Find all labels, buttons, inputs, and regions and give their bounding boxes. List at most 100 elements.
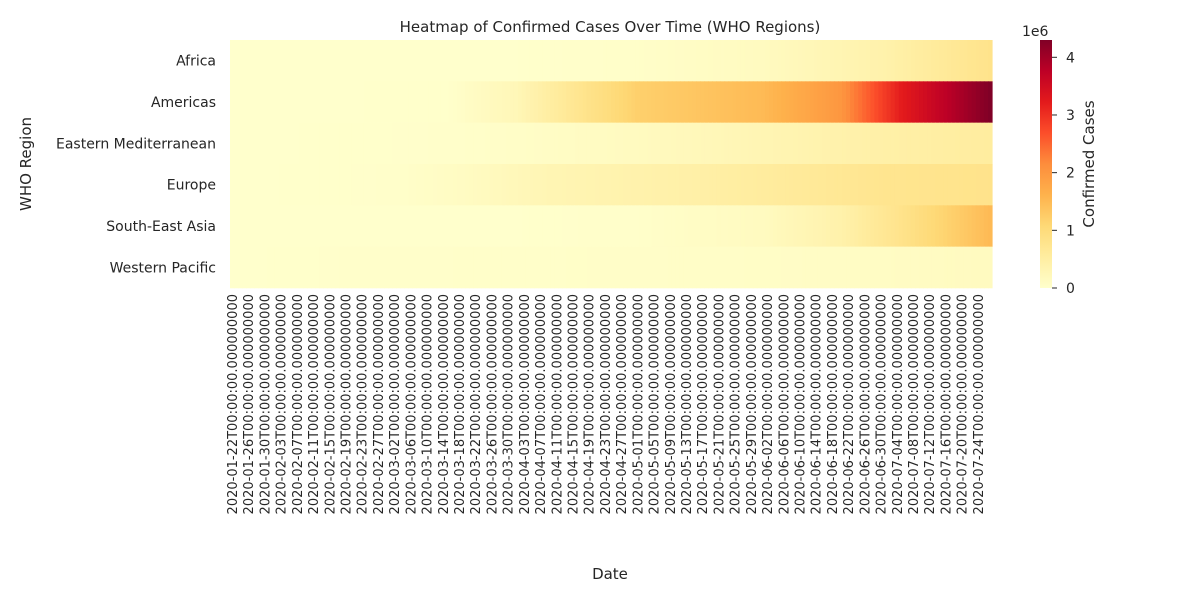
heatmap-cell xyxy=(914,40,920,82)
heatmap-cell xyxy=(773,164,778,206)
heatmap-cell xyxy=(947,205,953,247)
heatmap-cell xyxy=(497,122,503,165)
heatmap-cell xyxy=(509,81,515,123)
heatmap-cell xyxy=(509,246,515,289)
heatmap-cell xyxy=(323,81,328,123)
heatmap-cell xyxy=(882,205,888,247)
heatmap-cell xyxy=(375,40,381,82)
heatmap-cell xyxy=(230,164,235,206)
heatmap-cell xyxy=(748,81,754,123)
heatmap-cell xyxy=(566,205,572,247)
heatmap-cell xyxy=(489,205,495,247)
heatmap-cell xyxy=(700,122,705,165)
heatmap-cell xyxy=(420,246,426,289)
heatmap-cell xyxy=(878,81,884,123)
heatmap-cell xyxy=(582,246,588,289)
x-tick-label: 2020-02-19T00:00:00.000000000 xyxy=(340,294,355,514)
heatmap-cell xyxy=(250,40,255,82)
heatmap-cell xyxy=(655,81,661,123)
heatmap-cell xyxy=(906,164,912,206)
heatmap-cell xyxy=(452,40,458,82)
heatmap-cell xyxy=(546,122,551,165)
heatmap-cell xyxy=(793,40,799,82)
heatmap-cell xyxy=(598,205,604,247)
heatmap-cell xyxy=(700,81,705,123)
heatmap-cell xyxy=(538,205,543,247)
heatmap-cell xyxy=(521,81,527,123)
heatmap-cell xyxy=(335,40,341,82)
heatmap-cell xyxy=(801,205,807,247)
heatmap-cell xyxy=(700,40,705,82)
heatmap-cell xyxy=(959,164,965,206)
heatmap-cell xyxy=(331,246,336,289)
heatmap-cell xyxy=(837,122,843,165)
heatmap-cell xyxy=(923,81,928,123)
heatmap-cell xyxy=(412,40,418,82)
heatmap-cell xyxy=(363,81,369,123)
heatmap-cell xyxy=(716,205,722,247)
heatmap-cell xyxy=(732,122,738,165)
heatmap-cell xyxy=(825,81,831,123)
heatmap-cell xyxy=(688,81,693,123)
heatmap-cell xyxy=(363,122,369,165)
x-tick-label: 2020-02-07T00:00:00.000000000 xyxy=(291,294,306,514)
heatmap-cell xyxy=(428,122,434,165)
heatmap-cell xyxy=(671,246,677,289)
heatmap-cell xyxy=(444,81,450,123)
heatmap-cell xyxy=(870,246,876,289)
heatmap-cell xyxy=(765,40,770,82)
heatmap-cell xyxy=(639,122,645,165)
heatmap-cell xyxy=(606,122,612,165)
heatmap-cell xyxy=(238,205,243,247)
heatmap-cell xyxy=(262,40,268,82)
heatmap-cell xyxy=(821,205,827,247)
heatmap-cell xyxy=(278,246,284,289)
heatmap-cell xyxy=(505,122,511,165)
heatmap-cell xyxy=(416,40,422,82)
heatmap-cell xyxy=(627,246,632,289)
heatmap-cell xyxy=(489,40,495,82)
heatmap-cell xyxy=(955,122,961,165)
heatmap-cell xyxy=(712,164,717,206)
heatmap-cell xyxy=(874,246,880,289)
heatmap-cell xyxy=(230,205,235,247)
heatmap-cell xyxy=(744,246,750,289)
heatmap-cell xyxy=(396,246,401,289)
heatmap-cell xyxy=(404,81,409,123)
heatmap-cell xyxy=(278,205,284,247)
heatmap-cell xyxy=(444,205,450,247)
heatmap-cell xyxy=(481,246,486,289)
heatmap-cell xyxy=(359,122,365,165)
heatmap-cell xyxy=(756,246,762,289)
heatmap-cell xyxy=(574,205,580,247)
heatmap-cell xyxy=(805,246,811,289)
x-tick-label: 2020-07-08T00:00:00.000000000 xyxy=(907,294,922,514)
heatmap-cell xyxy=(963,40,969,82)
heatmap-cell xyxy=(615,205,620,247)
heatmap-cell xyxy=(396,81,401,123)
heatmap-cell xyxy=(943,40,949,82)
heatmap-cell xyxy=(371,164,377,206)
heatmap-cell xyxy=(833,40,839,82)
heatmap-cell xyxy=(343,164,349,206)
colorbar-tick-label: 3 xyxy=(1066,108,1075,124)
heatmap-cell xyxy=(566,122,572,165)
heatmap-cell xyxy=(404,246,409,289)
heatmap-cell xyxy=(570,164,576,206)
heatmap-cell xyxy=(323,122,328,165)
heatmap-cell xyxy=(862,122,867,165)
heatmap-cell xyxy=(384,164,389,206)
heatmap-cell xyxy=(931,122,936,165)
heatmap-cell xyxy=(582,81,588,123)
heatmap-cell xyxy=(683,40,689,82)
heatmap-cell xyxy=(363,246,369,289)
heatmap-cell xyxy=(286,81,292,123)
heatmap-cell xyxy=(979,205,985,247)
heatmap-cell xyxy=(692,246,697,289)
heatmap-cell xyxy=(242,205,247,247)
heatmap-cell xyxy=(546,246,551,289)
heatmap-cell xyxy=(586,122,592,165)
heatmap-cell xyxy=(935,246,940,289)
x-axis-label: Date xyxy=(592,565,628,583)
heatmap-cell xyxy=(278,81,284,123)
